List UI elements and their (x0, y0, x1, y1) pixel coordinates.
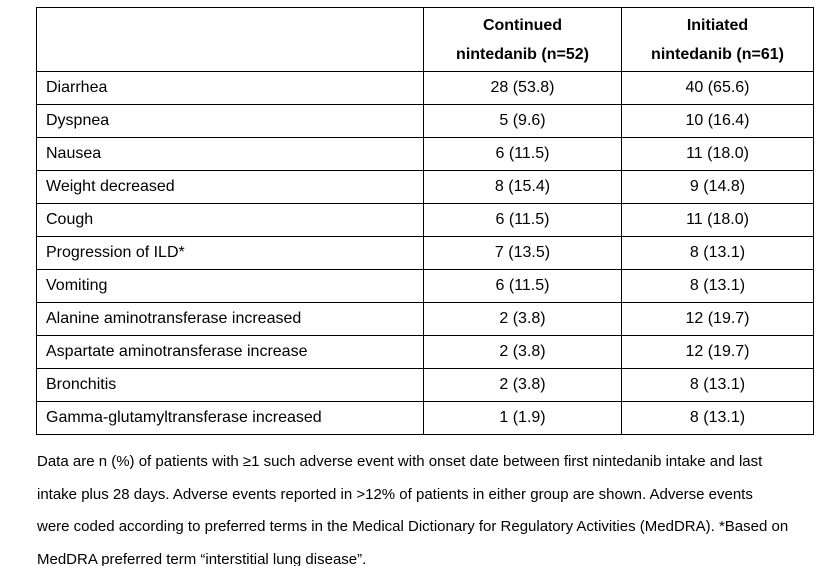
continued-value: 2 (3.8) (423, 335, 622, 369)
table-row: Gamma-glutamyltransferase increased 1 (1.… (36, 401, 814, 435)
event-name: Alanine aminotransferase increased (36, 302, 424, 336)
event-name: Cough (36, 203, 424, 237)
event-name: Diarrhea (36, 71, 424, 105)
table-row: Weight decreased 8 (15.4) 9 (14.8) (36, 170, 814, 204)
continued-value: 6 (11.5) (423, 203, 622, 237)
continued-value: 6 (11.5) (423, 137, 622, 171)
header-cell-empty (36, 7, 424, 72)
continued-value: 8 (15.4) (423, 170, 622, 204)
header-initiated-line2: nintedanib (n=61) (651, 45, 784, 63)
continued-value: 7 (13.5) (423, 236, 622, 270)
table-row: Aspartate aminotransferase increase 2 (3.… (36, 335, 814, 369)
adverse-events-table-body: Diarrhea 28 (53.8) 40 (65.6) Dyspnea 5 (9.6)… (36, 71, 814, 435)
table-row: Cough 6 (11.5) 11 (18.0) (36, 203, 814, 237)
footnote: Data are n (%) of patients with ≥1 such … (37, 446, 827, 566)
event-name: Aspartate aminotransferase increase (36, 335, 424, 369)
continued-value: 28 (53.8) (423, 71, 622, 105)
event-name: Vomiting (36, 269, 424, 303)
initiated-value: 40 (65.6) (621, 71, 814, 105)
continued-value: 6 (11.5) (423, 269, 622, 303)
table-header-row: Continued nintedanib (n=52) Initiated ni… (36, 7, 814, 72)
initiated-value: 11 (18.0) (621, 137, 814, 171)
table-row: Progression of ILD* 7 (13.5) 8 (13.1) (36, 236, 814, 270)
footnote-line: were coded according to preferred terms … (37, 518, 789, 535)
initiated-value: 12 (19.7) (621, 335, 814, 369)
initiated-value: 8 (13.1) (621, 368, 814, 402)
table-row: Dyspnea 5 (9.6) 10 (16.4) (36, 104, 814, 138)
event-name: Gamma-glutamyltransferase increased (36, 401, 424, 435)
initiated-value: 10 (16.4) (621, 104, 814, 138)
header-continued-line1: Continued (482, 16, 563, 34)
initiated-value: 11 (18.0) (621, 203, 814, 237)
initiated-value: 8 (13.1) (621, 401, 814, 435)
header-initiated-line1: Initiated (686, 16, 749, 34)
event-name: Weight decreased (36, 170, 424, 204)
footnote-line: MedDRA preferred term “interstitial lung… (37, 550, 367, 566)
initiated-value: 8 (13.1) (621, 236, 814, 270)
footnote-line: Data are n (%) of patients with ≥1 such … (37, 453, 763, 470)
event-name: Nausea (36, 137, 424, 171)
header-cell-initiated: Initiated nintedanib (n=61) (621, 7, 814, 72)
initiated-value: 8 (13.1) (621, 269, 814, 303)
event-name: Dyspnea (36, 104, 424, 138)
table-row: Nausea 6 (11.5) 11 (18.0) (36, 137, 814, 171)
footnote-line: intake plus 28 days. Adverse events repo… (37, 485, 753, 503)
continued-value: 2 (3.8) (423, 368, 622, 402)
table-row: Alanine aminotransferase increased 2 (3.8… (36, 302, 814, 336)
header-continued-line2: nintedanib (n=52) (456, 45, 589, 63)
table-row: Diarrhea 28 (53.8) 40 (65.6) (36, 71, 814, 105)
event-name: Progression of ILD* (36, 236, 424, 270)
initiated-value: 12 (19.7) (621, 302, 814, 336)
table-row: Vomiting 6 (11.5) 8 (13.1) (36, 269, 814, 303)
continued-value: 5 (9.6) (423, 104, 622, 138)
adverse-events-table: Continued nintedanib (n=52) Initiated ni… (36, 7, 814, 435)
event-name: Bronchitis (36, 368, 424, 402)
continued-value: 1 (1.9) (423, 401, 622, 435)
header-cell-continued: Continued nintedanib (n=52) (423, 7, 622, 72)
continued-value: 2 (3.8) (423, 302, 622, 336)
table-row: Bronchitis 2 (3.8) 8 (13.1) (36, 368, 814, 402)
initiated-value: 9 (14.8) (621, 170, 814, 204)
